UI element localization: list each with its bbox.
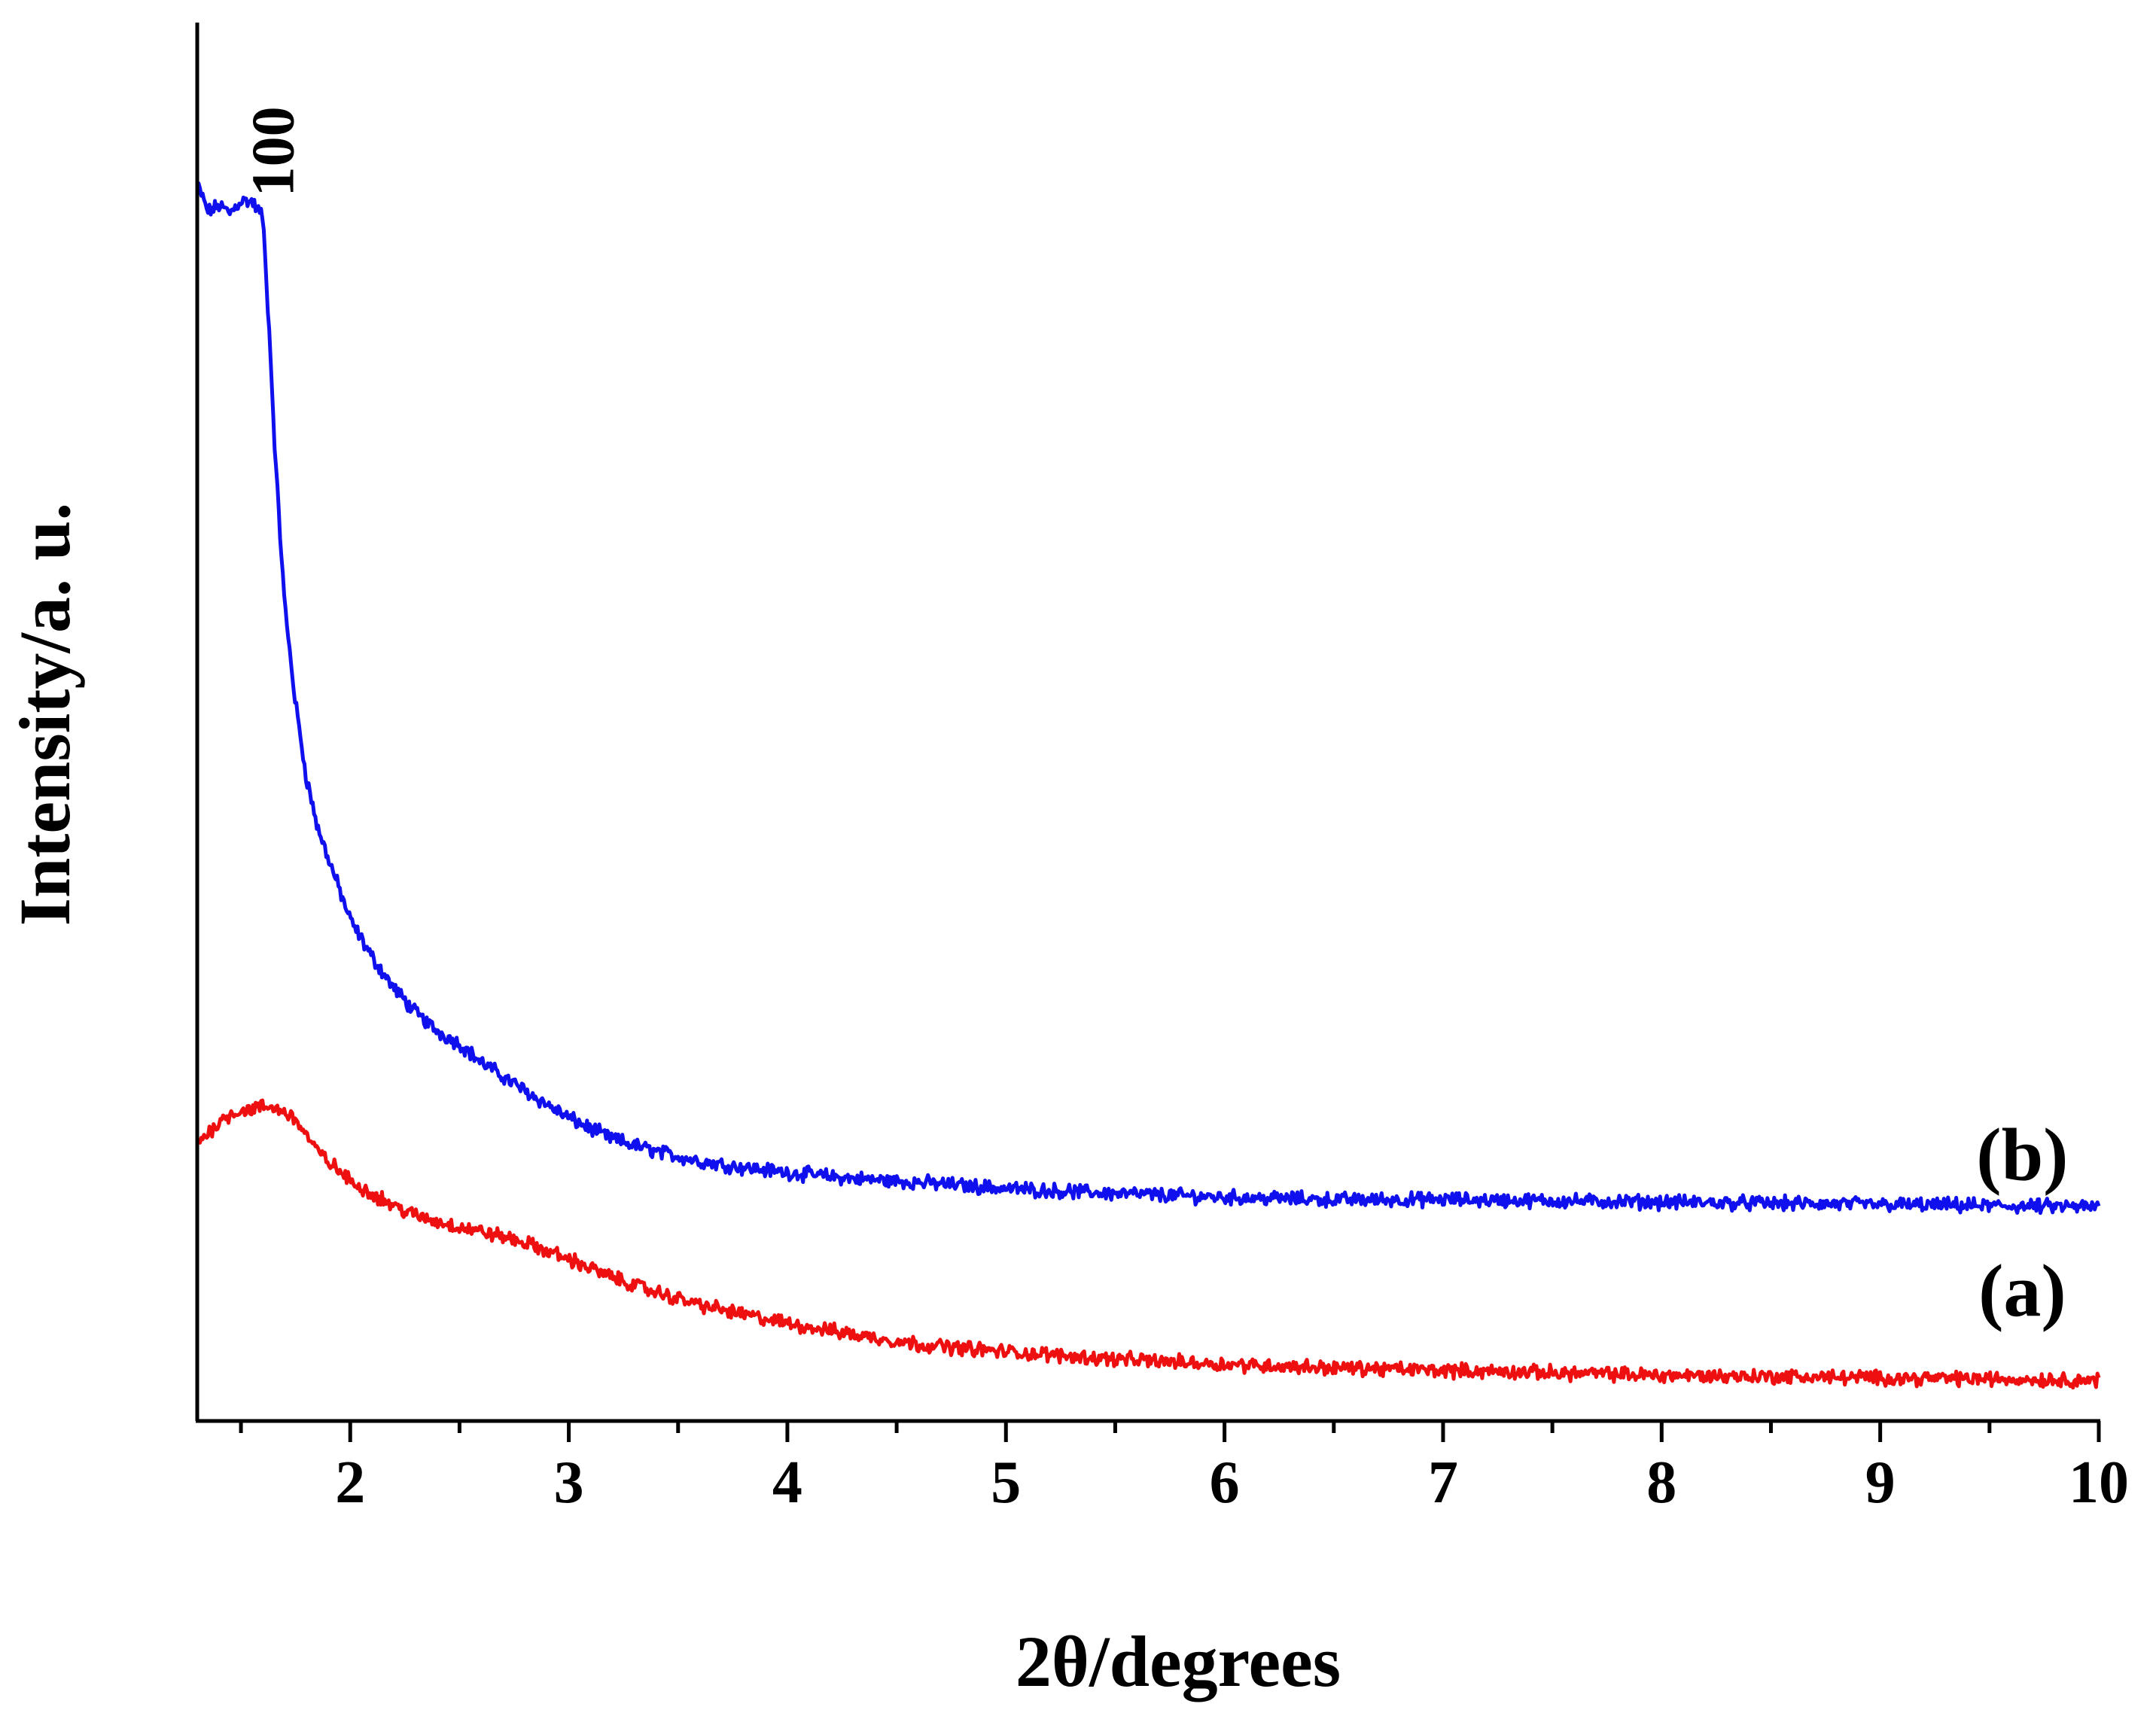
- annotations: 100 (b) (a): [241, 106, 2069, 1332]
- peak-label-100: 100: [241, 106, 307, 196]
- x-axis-label: 2θ/degrees: [1016, 1621, 1341, 1702]
- series-label-b: (b): [1976, 1113, 2068, 1197]
- series-line-b: [196, 181, 2101, 1216]
- x-tick-label: 4: [772, 1450, 802, 1516]
- x-tick-label: 10: [2069, 1450, 2129, 1516]
- series-label-a: (a): [1978, 1249, 2066, 1332]
- y-axis-label: Intensity/a. u.: [5, 503, 85, 926]
- x-tick-label: 2: [335, 1450, 365, 1516]
- x-tick-label: 8: [1646, 1450, 1676, 1516]
- x-axis-ticks: 2 3 4 5 6 7 8 9 10: [239, 1421, 2129, 1516]
- x-tick-label: 5: [991, 1450, 1021, 1516]
- axes: [195, 23, 2100, 1423]
- x-tick-label: 9: [1865, 1450, 1896, 1516]
- x-tick-label: 6: [1210, 1450, 1240, 1516]
- x-tick-label: 3: [554, 1450, 584, 1516]
- x-tick-label: 7: [1428, 1450, 1458, 1516]
- series-group: [195, 181, 2101, 1390]
- series-line-a: [195, 1098, 2101, 1390]
